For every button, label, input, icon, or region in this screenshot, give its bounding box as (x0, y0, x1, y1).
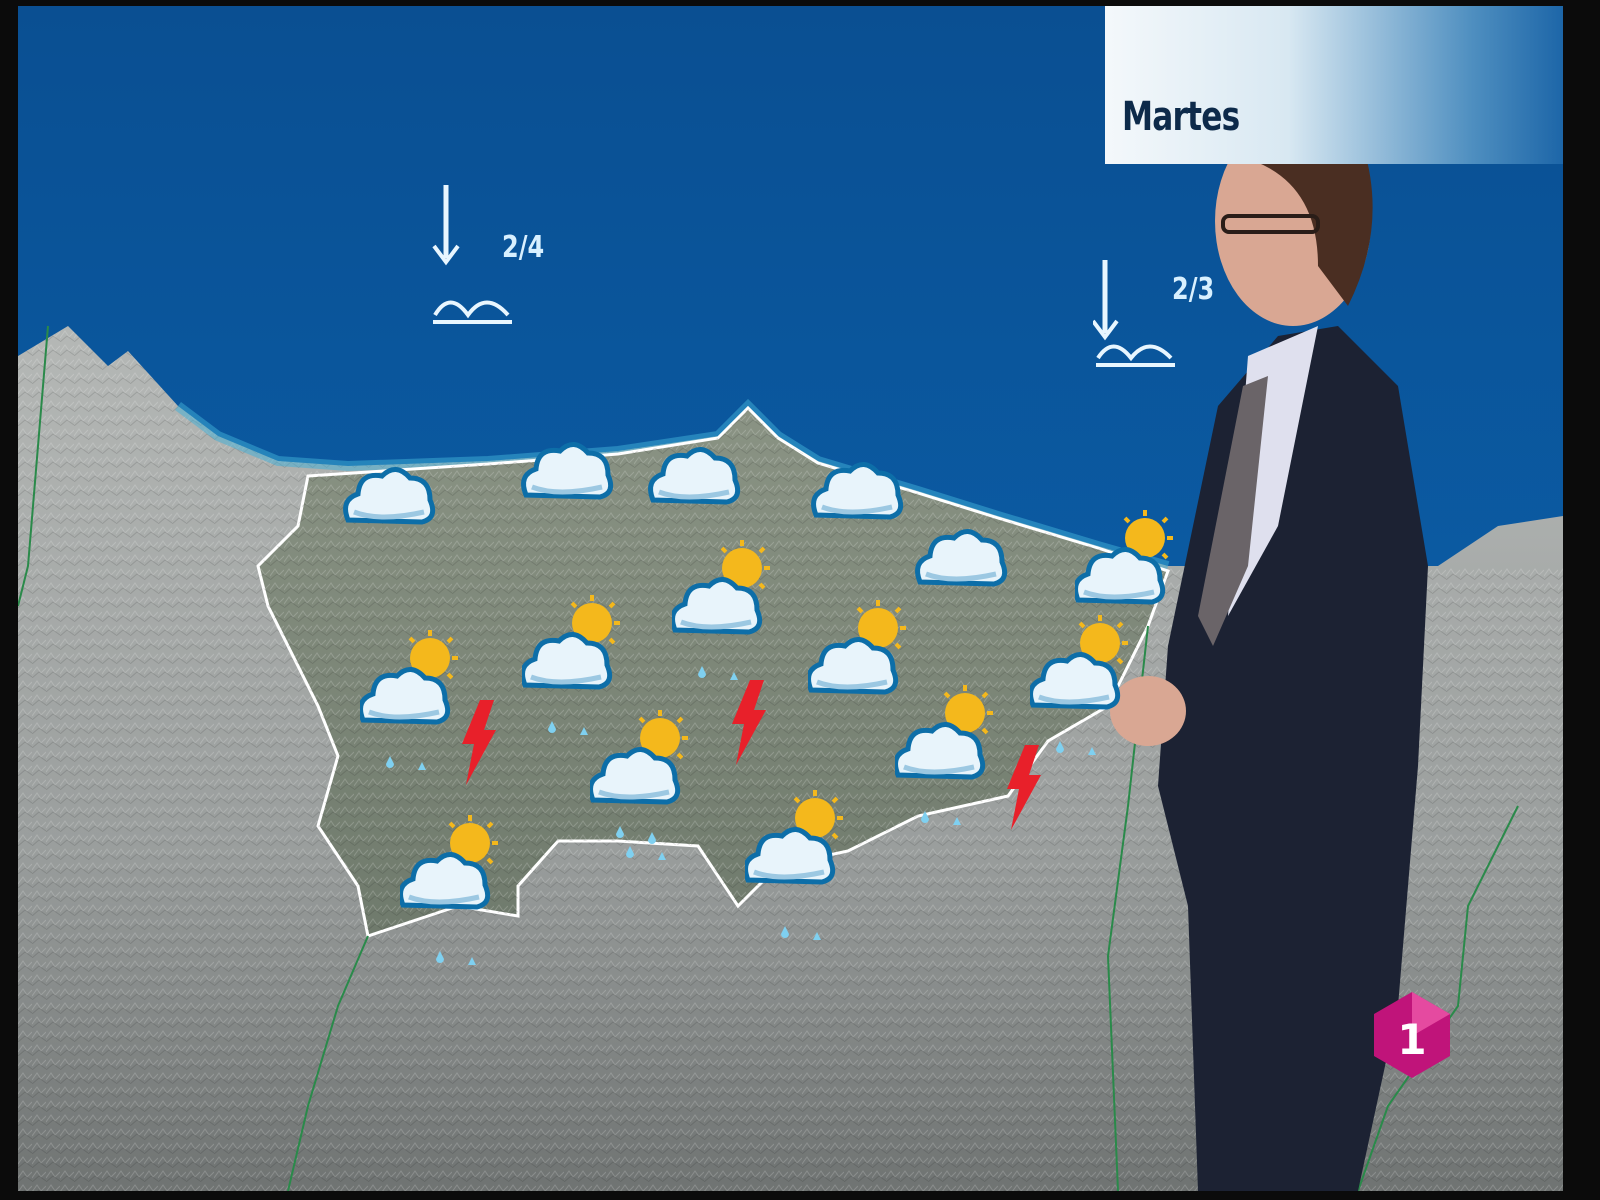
sun-cloud-rain-icon (400, 815, 500, 965)
sun-cloud-rain-icon (590, 710, 690, 860)
sun-cloud-rain-icon (1030, 615, 1130, 755)
lightning-icon (732, 680, 766, 765)
cloud-icon (518, 435, 618, 505)
sun-cloud-rain-icon (745, 790, 845, 940)
tve-logo-icon: 1 (1374, 992, 1450, 1078)
waves-icon (433, 300, 512, 324)
day-label: Martes (1122, 94, 1240, 140)
channel-logo: 1 (1372, 990, 1452, 1080)
wave-height-label: 2/3 (1172, 272, 1215, 307)
sun-cloud-rain-icon (672, 540, 772, 680)
sun-cloud-rain-icon (895, 685, 995, 825)
sea-state-1 (432, 185, 512, 324)
cloud-icon (340, 460, 440, 530)
sun-cloud-rain-icon (808, 600, 908, 705)
arrow-down-icon (1093, 260, 1119, 341)
cloud-icon (645, 440, 745, 510)
sea-state-2 (1093, 260, 1175, 367)
sun-cloud-rain-icon (360, 630, 460, 770)
cloud-icon (912, 522, 1012, 592)
border-line (18, 325, 49, 607)
border-line (287, 935, 369, 1191)
cloud-icon (808, 455, 908, 525)
border-line (1357, 805, 1519, 1191)
channel-number: 1 (1397, 1015, 1426, 1064)
sun-cloud-rain-icon (1075, 510, 1175, 615)
wave-height-label: 2/4 (502, 230, 545, 265)
lightning-icon (1007, 745, 1041, 830)
lightning-icon (462, 700, 496, 785)
weather-map (18, 6, 1563, 1191)
day-banner (1105, 6, 1563, 164)
presenter (1110, 116, 1428, 1191)
arrow-down-icon (432, 185, 460, 266)
waves-icon (1096, 344, 1175, 367)
